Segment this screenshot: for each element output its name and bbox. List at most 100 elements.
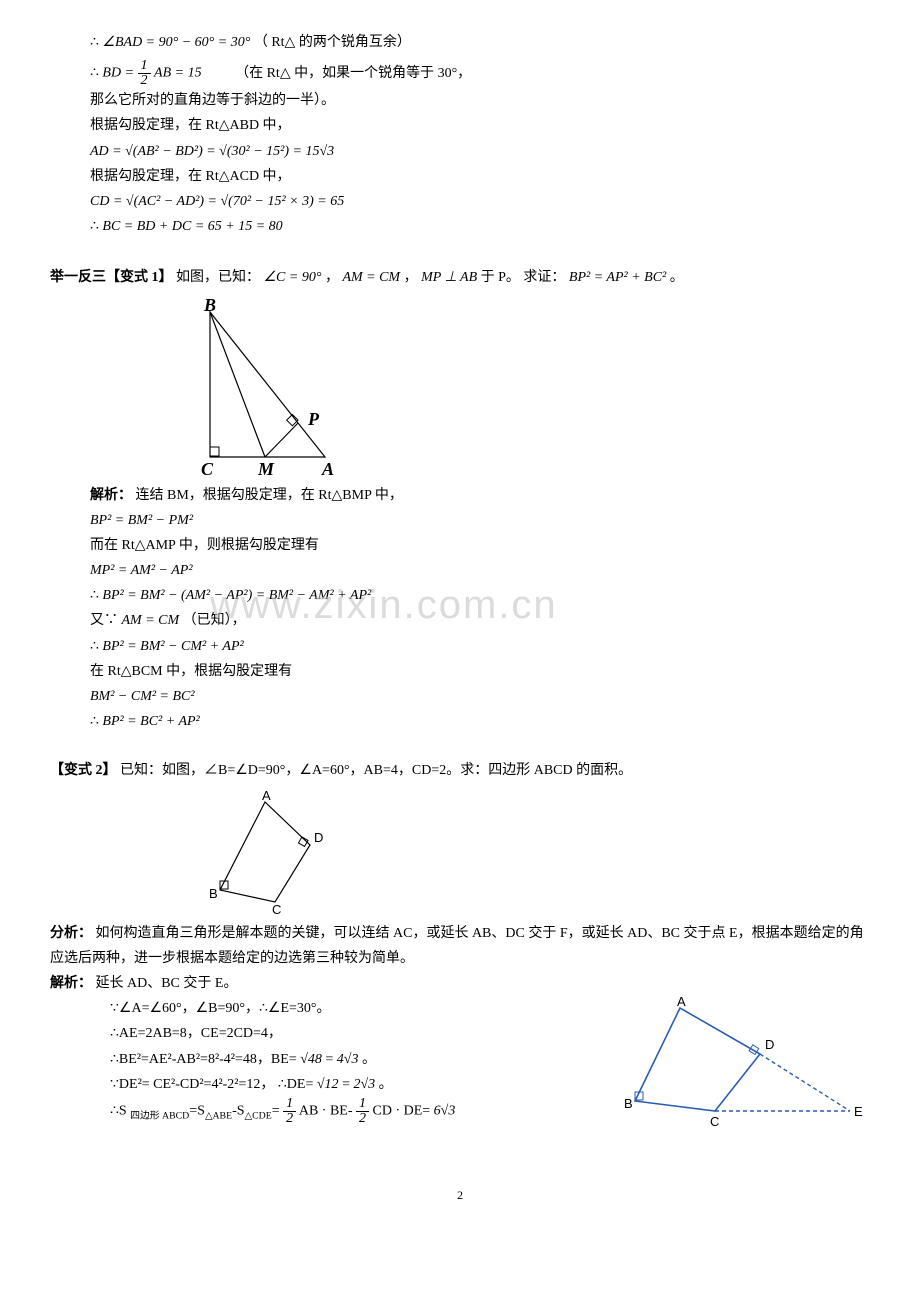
sol-label: 解析： bbox=[90, 488, 132, 503]
v2-r1: ∵∠A=∠60°，∠B=90°，∴∠E=30°。 bbox=[110, 996, 580, 1021]
math: 4√3 bbox=[337, 1052, 359, 1067]
b1-l3: 那么它所对的直角边等于斜边的一半）。 bbox=[90, 88, 870, 113]
block1: ∴ ∠BAD = 90° − 60° = 30° （ Rt△ 的两个锐角互余） … bbox=[90, 30, 870, 239]
math: 2√3 bbox=[353, 1077, 375, 1092]
page-number: 2 bbox=[50, 1185, 870, 1207]
v2-r2: ∴AE=2AB=8，CE=2CD=4， bbox=[110, 1021, 580, 1046]
den: 2 bbox=[283, 1112, 296, 1126]
fenxi-label: 分析： bbox=[50, 926, 92, 941]
v1-heading-line: 举一反三【变式 1】 如图，已知： ∠C = 90° ， AM = CM ， M… bbox=[50, 265, 870, 290]
txt: 于 P。 求证： bbox=[481, 270, 566, 285]
v1-s10-line: ∴ BP² = BC² + AP² bbox=[90, 709, 870, 734]
label-b: B bbox=[209, 886, 218, 901]
txt: 。 bbox=[358, 1052, 376, 1067]
v2-figure2: A B C D E bbox=[620, 996, 870, 1145]
txt: AB · BE- bbox=[299, 1104, 356, 1119]
math: √48 bbox=[300, 1052, 322, 1067]
txt: ∴ bbox=[90, 588, 102, 603]
v1-heading: 举一反三【变式 1】 bbox=[50, 270, 173, 285]
variant2: 【变式 2】 已知：如图，∠B=∠D=90°，∠A=60°，AB=4，CD=2。… bbox=[50, 758, 870, 1145]
b1-l1: ∴ ∠BAD = 90° − 60° = 30° （ Rt△ 的两个锐角互余） bbox=[90, 30, 870, 55]
txt: ∴S bbox=[110, 1104, 130, 1119]
b1-l8: ∴ BC = BD + DC = 65 + 15 = 80 bbox=[90, 214, 870, 239]
txt: 如何构造直角三角形是解本题的关键，可以连结 AC，或延长 AB、DC 交于 F，… bbox=[50, 926, 864, 966]
num: 1 bbox=[138, 59, 151, 74]
txt: 。 bbox=[670, 270, 684, 285]
v2-solution-row: ∵∠A=∠60°，∠B=90°，∴∠E=30°。 ∴AE=2AB=8，CE=2C… bbox=[50, 996, 870, 1145]
v1-s4: MP² = AM² − AP² bbox=[90, 558, 870, 583]
math: MP ⊥ AB bbox=[421, 270, 477, 285]
math: ∠BAD = 90° − 60° = 30° bbox=[102, 35, 250, 50]
txt: ∴BE²=AE²-AB²=8²-4²=48，BE= bbox=[110, 1052, 300, 1067]
v1-solution: 解析： 连结 BM，根据勾股定理，在 Rt△BMP 中， BP² = BM² −… bbox=[90, 483, 870, 735]
triangle-path bbox=[210, 312, 325, 457]
txt: （已知）， bbox=[183, 613, 246, 628]
ext-figure: A B C D E bbox=[620, 996, 870, 1136]
sub: 四边形 ABCD bbox=[130, 1110, 189, 1121]
txt: 连结 BM，根据勾股定理，在 Rt△BMP 中， bbox=[136, 488, 403, 503]
txt: =S bbox=[189, 1104, 205, 1119]
v2-solution-text: ∵∠A=∠60°，∠B=90°，∴∠E=30°。 ∴AE=2AB=8，CE=2C… bbox=[110, 996, 580, 1126]
txt: 如图，已知： bbox=[176, 270, 260, 285]
den: 2 bbox=[356, 1112, 369, 1126]
b1-l4: 根据勾股定理，在 Rt△ABD 中， bbox=[90, 113, 870, 138]
v1-s8: 在 Rt△BCM 中，根据勾股定理有 bbox=[90, 659, 870, 684]
num: 1 bbox=[283, 1097, 296, 1112]
label-c: C bbox=[272, 902, 281, 915]
right-angle-c bbox=[210, 447, 219, 456]
math: AB = 15 bbox=[154, 66, 202, 81]
v2-r4: ∵DE²= CE²-CD²=4²-2²=12， ∴DE= √12 = 2√3 。 bbox=[110, 1072, 580, 1097]
b1-l7: CD = √(AC² − AD²) = √(70² − 15² × 3) = 6… bbox=[90, 189, 870, 214]
label-c: C bbox=[710, 1114, 719, 1129]
quad-path bbox=[635, 1008, 760, 1111]
math: BP² = AP² + BC² bbox=[569, 270, 666, 285]
v2-fenxi-line: 分析： 如何构造直角三角形是解本题的关键，可以连结 AC，或延长 AB、DC 交… bbox=[50, 921, 870, 971]
label-b: B bbox=[203, 297, 216, 315]
math: BP² = BM² − (AM² − AP²) = BM² − AM² + AP… bbox=[102, 588, 371, 603]
label-e: E bbox=[854, 1104, 863, 1119]
label-m: M bbox=[257, 459, 275, 477]
v2-figure1: A B C D bbox=[200, 790, 870, 915]
fraction: 12 bbox=[356, 1097, 369, 1126]
txt: = bbox=[272, 1104, 283, 1119]
sep: ， bbox=[325, 270, 339, 285]
sol-label: 解析： bbox=[50, 976, 92, 991]
quad-figure: A B C D bbox=[200, 790, 350, 915]
v1-s6-line: 又∵ AM = CM （已知）， bbox=[90, 608, 870, 633]
v2-sol-line: 解析： 延长 AD、BC 交于 E。 bbox=[50, 971, 870, 996]
v2-heading: 【变式 2】 bbox=[50, 763, 117, 778]
txt: ∴ bbox=[90, 35, 102, 50]
math: BD = bbox=[102, 66, 137, 81]
v2-heading-line: 【变式 2】 已知：如图，∠B=∠D=90°，∠A=60°，AB=4，CD=2。… bbox=[50, 758, 870, 783]
txt: ∵DE²= CE²-CD²=4²-2²=12， ∴DE= bbox=[110, 1077, 317, 1092]
label-a: A bbox=[321, 459, 334, 477]
v1-s1-line: 解析： 连结 BM，根据勾股定理，在 Rt△BMP 中， bbox=[90, 483, 870, 508]
math: AM = CM bbox=[122, 613, 180, 628]
triangle-figure: B P C M A bbox=[180, 297, 350, 477]
math: ∠C = 90° bbox=[264, 270, 322, 285]
label-b: B bbox=[624, 1096, 633, 1111]
math: BP² = BM² − CM² + AP² bbox=[102, 639, 243, 654]
v1-s7-line: ∴ BP² = BM² − CM² + AP² bbox=[90, 634, 870, 659]
den: 2 bbox=[138, 74, 151, 88]
line-bm bbox=[210, 312, 265, 457]
label-c: C bbox=[201, 459, 214, 477]
txt: 延长 AD、BC 交于 E。 bbox=[96, 976, 238, 991]
sep: ， bbox=[404, 270, 418, 285]
b1-l5: AD = √(AB² − BD²) = √(30² − 15²) = 15√3 bbox=[90, 139, 870, 164]
sub: △ABE bbox=[205, 1110, 232, 1121]
label-d: D bbox=[765, 1037, 774, 1052]
txt: ∴ bbox=[90, 714, 102, 729]
v2-r3: ∴BE²=AE²-AB²=8²-4²=48，BE= √48 = 4√3 。 bbox=[110, 1047, 580, 1072]
txt: （在 Rt△ 中，如果一个锐角等于 30°， bbox=[235, 66, 471, 81]
b1-l2: ∴ BD = 12 AB = 15 （在 Rt△ 中，如果一个锐角等于 30°， bbox=[90, 59, 870, 88]
txt: ∴ bbox=[90, 66, 102, 81]
txt: = bbox=[339, 1077, 354, 1092]
quad-path bbox=[220, 802, 310, 902]
label-p: P bbox=[307, 409, 320, 429]
v1-s9: BM² − CM² = BC² bbox=[90, 684, 870, 709]
fraction: 12 bbox=[138, 59, 151, 88]
label-d: D bbox=[314, 830, 323, 845]
ext-de bbox=[760, 1054, 850, 1111]
v1-s5-line: ∴ BP² = BM² − (AM² − AP²) = BM² − AM² + … bbox=[90, 583, 870, 608]
